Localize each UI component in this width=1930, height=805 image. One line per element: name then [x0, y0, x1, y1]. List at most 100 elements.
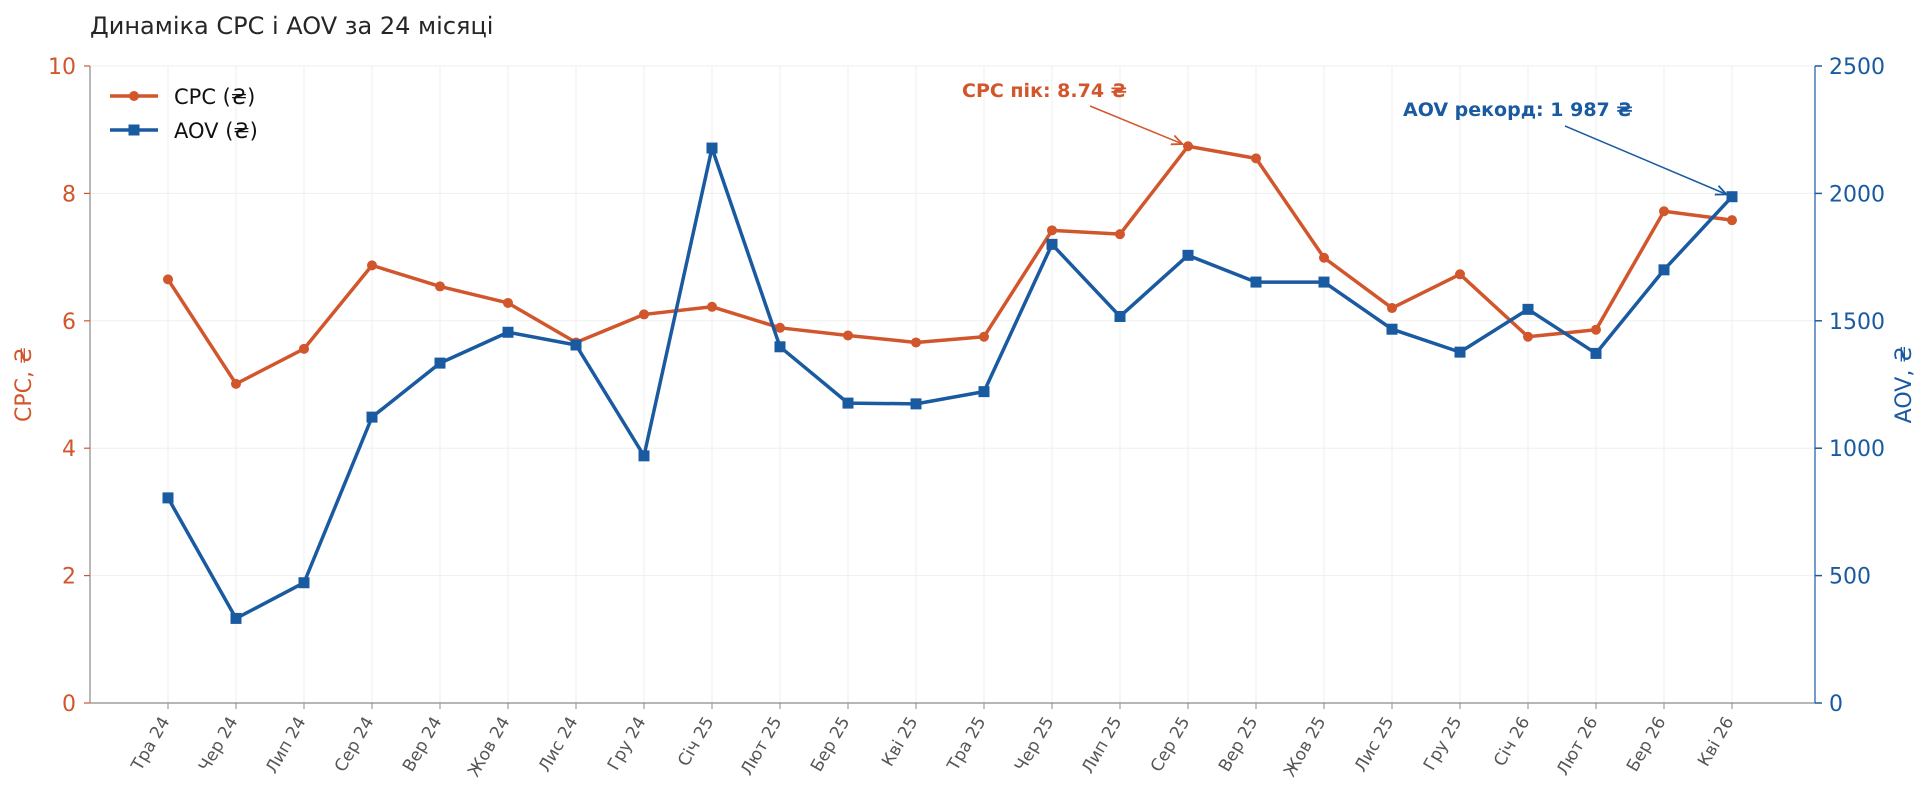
data-point-cpc [1659, 206, 1669, 217]
annotation-arrow [1564, 125, 1726, 194]
data-point-aov [638, 450, 650, 462]
data-point-cpc [1251, 153, 1261, 164]
right-tick-label: 500 [1829, 565, 1871, 590]
data-point-aov [1046, 238, 1058, 250]
left-axis-label: CPC, ₴ [12, 347, 37, 422]
data-point-cpc [911, 337, 921, 348]
annotation-layer: CPC пік: 8.74 ₴ AOV рекорд: 1 987 ₴ [962, 80, 1726, 194]
right-axis-label: AOV, ₴ [1892, 346, 1917, 424]
data-point-aov [366, 411, 378, 423]
data-point-cpc [163, 274, 173, 285]
right-tick-label: 2000 [1829, 182, 1885, 207]
legend-label-cpc: CPC (₴) [174, 85, 255, 109]
data-point-cpc [1387, 303, 1397, 314]
left-tick-label: 4 [62, 437, 76, 462]
data-point-cpc [979, 331, 989, 342]
data-point-aov [162, 492, 174, 504]
x-tick-label: Лип 25 [1078, 714, 1126, 778]
data-point-aov [570, 339, 582, 351]
data-point-aov [1658, 264, 1670, 276]
x-tick-label: Тра 24 [127, 714, 174, 776]
data-point-aov [774, 341, 786, 353]
data-point-aov [706, 142, 718, 154]
data-point-aov [1386, 323, 1398, 335]
data-point-cpc [503, 297, 513, 308]
chart-title: Динаміка CPC і AOV за 24 місяці [90, 12, 493, 40]
x-tick-label: Лис 24 [535, 714, 582, 776]
left-tick-label: 2 [62, 565, 76, 590]
data-point-cpc [1115, 229, 1125, 240]
data-point-aov [1318, 276, 1330, 288]
x-tick-label: Лис 25 [1351, 714, 1398, 776]
axes-layer: 0 2 4 6 8 10 0 500 1000 1500 2000 2500 Тра 24 Чер 24 Л… [12, 55, 1917, 780]
data-point-aov [1454, 346, 1466, 358]
data-point-aov [1590, 347, 1602, 359]
data-point-aov [1182, 249, 1194, 261]
data-point-aov [1114, 310, 1126, 322]
data-point-cpc [1455, 269, 1465, 280]
data-point-cpc [299, 343, 309, 354]
data-point-aov [434, 357, 446, 369]
right-tick-label: 1000 [1829, 437, 1885, 462]
data-point-cpc [1523, 331, 1533, 342]
data-point-cpc [843, 330, 853, 341]
x-tick-label: Лип 24 [262, 714, 310, 778]
legend-label-aov: AOV (₴) [174, 119, 258, 143]
x-tick-label: Лют 25 [737, 714, 786, 779]
annotation-label-aov-record: AOV рекорд: 1 987 ₴ [1403, 99, 1633, 121]
data-point-aov [1250, 276, 1262, 288]
legend-marker-aov [128, 124, 140, 136]
x-tick-label: Бер 25 [807, 714, 854, 776]
data-point-cpc [1183, 141, 1193, 152]
series-line-cpc [166, 144, 1733, 386]
data-point-aov [1726, 191, 1738, 203]
left-tick-label: 8 [62, 182, 76, 207]
data-point-cpc [1591, 324, 1601, 335]
x-tick-label: Чер 25 [1011, 714, 1058, 776]
data-point-cpc [775, 322, 785, 333]
right-tick-label: 2500 [1829, 55, 1885, 80]
data-point-aov [1522, 303, 1534, 315]
x-tick-label: Гру 25 [1420, 714, 1466, 774]
data-point-cpc [707, 301, 717, 312]
left-tick-label: 0 [62, 692, 76, 717]
legend: CPC (₴) AOV (₴) [110, 85, 258, 143]
x-tick-label: Кві 26 [1694, 714, 1738, 771]
x-tick-label: Січ 25 [674, 714, 718, 770]
x-tick-label: Січ 26 [1490, 714, 1534, 770]
x-tick-label: Тра 25 [943, 714, 990, 776]
legend-marker-cpc [129, 91, 139, 101]
data-point-cpc [1319, 252, 1329, 263]
data-point-cpc [367, 260, 377, 271]
data-point-cpc [1727, 215, 1737, 226]
data-point-cpc [435, 281, 445, 292]
left-tick-label: 10 [48, 55, 76, 80]
data-point-aov [230, 612, 242, 624]
x-tick-label: Лют 26 [1553, 714, 1602, 779]
x-tick-label: Кві 25 [878, 714, 922, 771]
data-point-aov [910, 398, 922, 410]
right-tick-label: 1500 [1829, 310, 1885, 335]
x-tick-label: Жов 25 [1280, 714, 1330, 781]
series-line-aov [166, 146, 1734, 621]
data-point-aov [978, 386, 990, 398]
data-point-aov [502, 326, 514, 338]
right-tick-label: 0 [1829, 692, 1843, 717]
x-tick-label: Сер 24 [331, 714, 378, 776]
data-point-cpc [1047, 225, 1057, 236]
data-point-aov [298, 577, 310, 589]
grid-layer [90, 65, 1815, 704]
x-tick-label: Гру 24 [604, 714, 650, 774]
x-tick-label: Чер 24 [195, 714, 242, 776]
data-point-cpc [231, 378, 241, 389]
left-tick-label: 6 [62, 310, 76, 335]
x-tick-label: Вер 25 [1215, 714, 1262, 776]
data-point-aov [842, 397, 854, 409]
x-tick-label: Жов 24 [464, 714, 514, 781]
annotation-label-cpc-peak: CPC пік: 8.74 ₴ [962, 80, 1127, 102]
series-layer [162, 141, 1738, 624]
x-tick-label: Вер 24 [399, 714, 446, 776]
x-tick-label: Сер 25 [1147, 714, 1194, 776]
